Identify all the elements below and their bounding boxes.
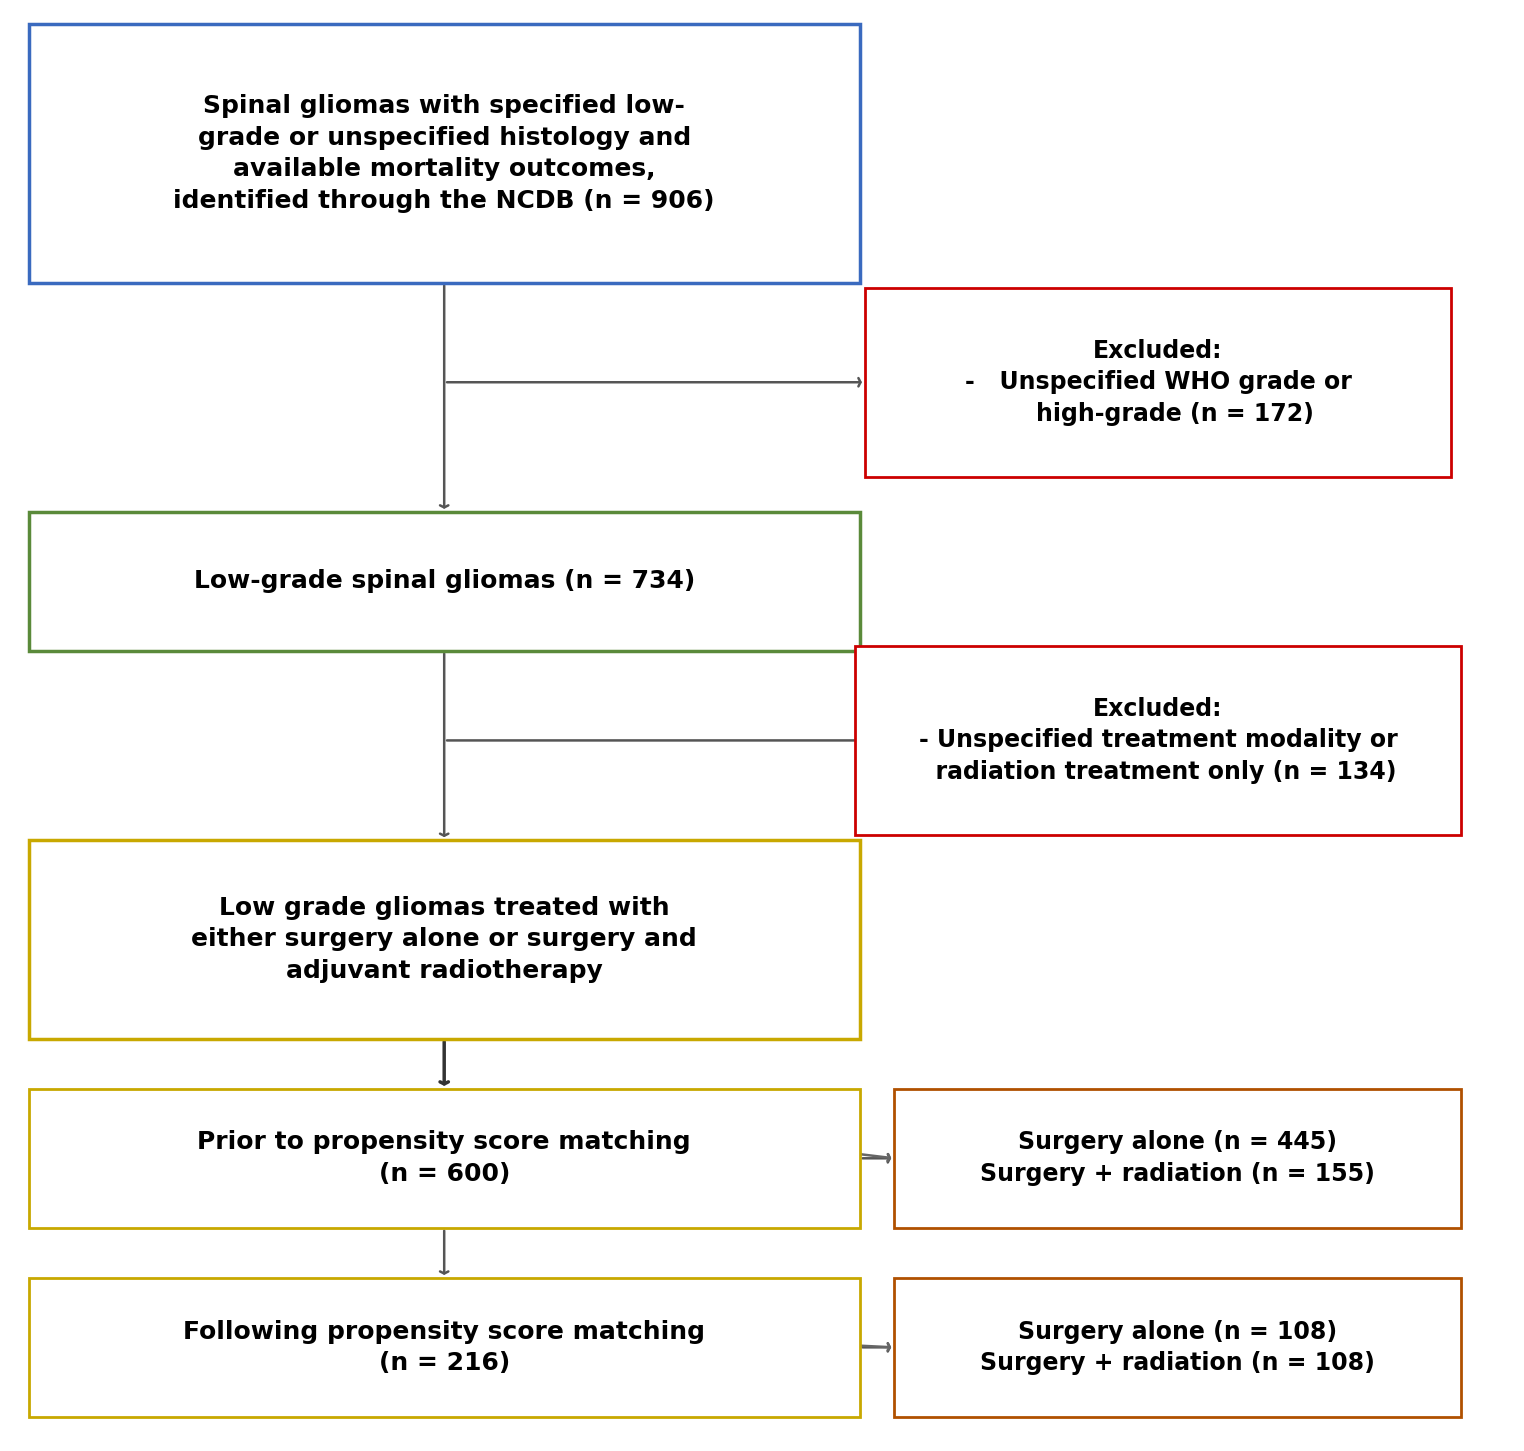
FancyBboxPatch shape — [864, 287, 1451, 477]
Text: Surgery alone (n = 108)
Surgery + radiation (n = 108): Surgery alone (n = 108) Surgery + radiat… — [980, 1319, 1375, 1376]
FancyBboxPatch shape — [29, 512, 860, 651]
Text: Following propensity score matching
(n = 216): Following propensity score matching (n =… — [183, 1319, 706, 1376]
Text: Excluded:
- Unspecified treatment modality or
  radiation treatment only (n = 13: Excluded: - Unspecified treatment modali… — [919, 696, 1398, 784]
Text: Excluded:
-   Unspecified WHO grade or
    high-grade (n = 172): Excluded: - Unspecified WHO grade or hig… — [965, 338, 1352, 425]
FancyBboxPatch shape — [29, 25, 860, 283]
FancyBboxPatch shape — [855, 646, 1462, 834]
FancyBboxPatch shape — [29, 840, 860, 1039]
FancyBboxPatch shape — [895, 1088, 1462, 1228]
FancyBboxPatch shape — [29, 1088, 860, 1228]
FancyBboxPatch shape — [895, 1278, 1462, 1418]
Text: Low grade gliomas treated with
either surgery alone or surgery and
adjuvant radi: Low grade gliomas treated with either su… — [192, 895, 696, 982]
Text: Surgery alone (n = 445)
Surgery + radiation (n = 155): Surgery alone (n = 445) Surgery + radiat… — [980, 1130, 1375, 1185]
Text: Low-grade spinal gliomas (n = 734): Low-grade spinal gliomas (n = 734) — [194, 569, 695, 593]
Text: Spinal gliomas with specified low-
grade or unspecified histology and
available : Spinal gliomas with specified low- grade… — [174, 94, 715, 213]
FancyBboxPatch shape — [29, 1278, 860, 1418]
Text: Prior to propensity score matching
(n = 600): Prior to propensity score matching (n = … — [198, 1130, 690, 1185]
